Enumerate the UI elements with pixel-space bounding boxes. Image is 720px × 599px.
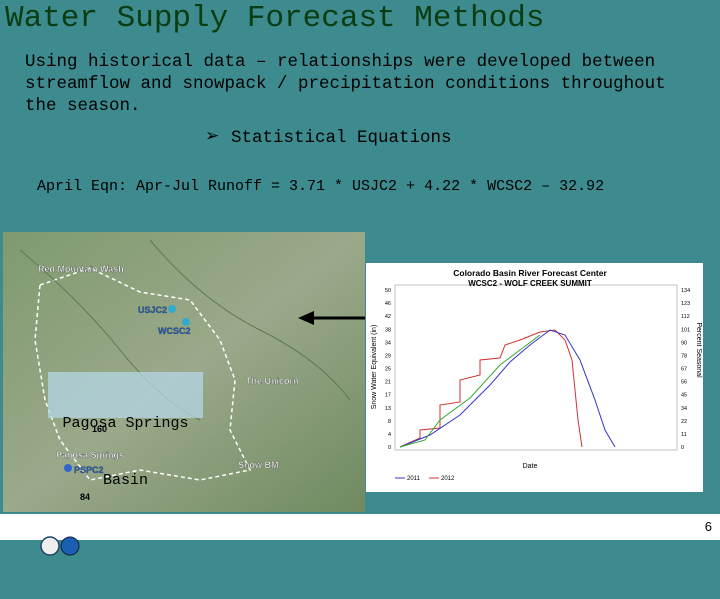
basin-label-line: Pagosa Springs <box>62 415 189 432</box>
basin-outline <box>34 267 252 481</box>
station-marker <box>168 305 176 313</box>
y-tick-label: 42 <box>385 314 391 320</box>
map-label: Red Mountain Wash <box>38 264 124 274</box>
chart-title: Colorado Basin River Forecast Center <box>453 268 607 278</box>
intro-line: Using historical data – relationships we… <box>25 52 656 72</box>
y-tick-label: 17 <box>385 393 391 399</box>
y2-tick-label: 90 <box>681 340 687 346</box>
series-median <box>399 334 541 448</box>
basin-label: Pagosa Springs Basin <box>48 372 203 489</box>
station-marker <box>182 318 190 326</box>
logos <box>40 536 80 556</box>
intro-line: streamflow and snowpack / precipitation … <box>25 74 666 94</box>
y-tick-label: 50 <box>385 288 391 294</box>
y2-tick-label: 0 <box>681 445 684 451</box>
y-axis-label: Snow Water Equivalent (in) <box>371 325 378 410</box>
y2-tick-label: 34 <box>681 406 687 412</box>
map-label: Pagosa Springs <box>56 450 124 460</box>
x-axis-label: Date <box>523 463 538 470</box>
y2-tick-label: 112 <box>681 314 690 320</box>
slide-title: Water Supply Forecast Methods <box>5 1 545 36</box>
y2-tick-label: 67 <box>681 367 687 373</box>
intro-line: the season. <box>25 96 141 116</box>
map-label: Snow BM <box>238 460 279 470</box>
equation: April Eqn: Apr-Jul Runoff = 3.71 * USJC2… <box>37 178 605 195</box>
bullet-text: Statistical Equations <box>231 128 452 148</box>
y2-axis-label: Percent Seasonal <box>695 322 702 378</box>
arrow-head <box>298 311 314 325</box>
y-tick-label: 38 <box>385 327 391 333</box>
station-marker <box>64 464 72 472</box>
map-label: The Unicorn <box>246 376 299 386</box>
basin-label-line: Basin <box>102 472 148 489</box>
series-2011 <box>399 329 616 448</box>
footer: 6 <box>0 514 720 556</box>
map-label: 84 <box>80 492 90 502</box>
chart-subtitle: WCSC2 - WOLF CREEK SUMMIT <box>468 279 592 288</box>
y2-tick-label: 11 <box>681 432 687 438</box>
map-label: WCSC2 <box>158 326 191 336</box>
y-tick-label: 13 <box>385 406 391 412</box>
y2-tick-label: 101 <box>681 327 690 333</box>
y-tick-label: 21 <box>385 380 391 386</box>
y-tick-label: 29 <box>385 353 391 359</box>
y-tick-label: 34 <box>385 340 391 346</box>
map-label: USJC2 <box>138 305 167 315</box>
plot-area <box>394 284 678 451</box>
y2-tick-label: 22 <box>681 419 687 425</box>
page-number: 6 <box>704 519 712 534</box>
y-tick-label: 46 <box>385 301 391 307</box>
legend-label: 2011 <box>407 476 421 482</box>
y-tick-label: 4 <box>388 432 391 438</box>
bullet-arrow: ➢ <box>205 128 220 147</box>
y2-tick-label: 45 <box>681 393 687 399</box>
y2-tick-label: 78 <box>681 353 687 359</box>
y-tick-label: 8 <box>388 419 391 425</box>
series-2012 <box>399 329 583 448</box>
slide: Water Supply Forecast Methods Using hist… <box>0 0 720 556</box>
chart-image <box>366 263 703 492</box>
y-tick-label: 25 <box>385 367 391 373</box>
y-tick-label: 0 <box>388 445 391 451</box>
y2-tick-label: 123 <box>681 301 690 307</box>
map-label: 160 <box>92 424 107 434</box>
y2-tick-label: 56 <box>681 380 687 386</box>
legend-label: 2012 <box>441 476 455 482</box>
map-label: PSPC2 <box>74 465 104 475</box>
y2-tick-label: 134 <box>681 288 690 294</box>
